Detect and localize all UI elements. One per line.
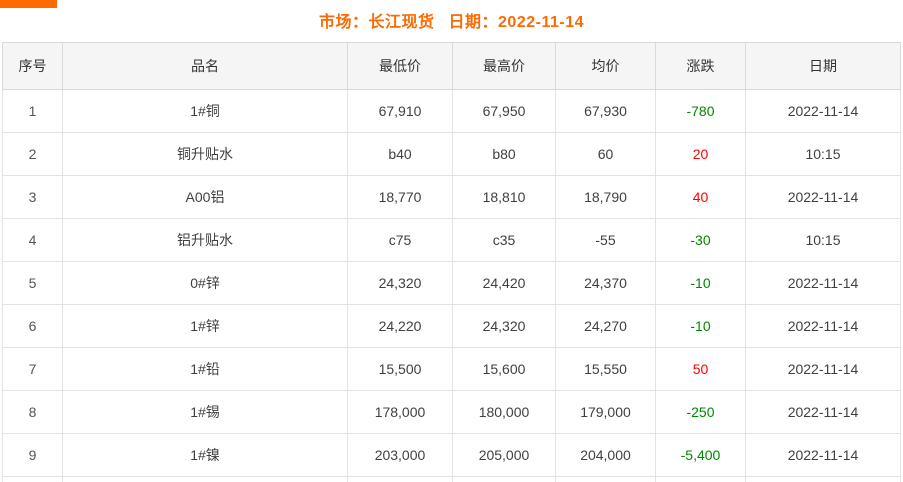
- serial-cell: 1: [2, 89, 63, 133]
- empty-cell: [555, 476, 656, 482]
- table-row: 1 1#铜 67,910 67,950 67,930 -780 2022-11-…: [2, 89, 901, 133]
- table-row: 6 1#锌 24,220 24,320 24,270 -10 2022-11-1…: [2, 304, 901, 348]
- product-name-cell: 1#锡: [62, 390, 348, 434]
- date-cell: 2022-11-14: [745, 261, 901, 305]
- col-header-avg: 均价: [555, 42, 656, 90]
- high-price-cell: 15,600: [452, 347, 556, 391]
- col-header-low: 最低价: [347, 42, 453, 90]
- market-value: 长江现货: [368, 14, 435, 31]
- empty-cell: [2, 476, 63, 482]
- product-name-cell: 1#铅: [62, 347, 348, 391]
- empty-cell: [62, 476, 348, 482]
- date-value: 2022-11-14: [498, 14, 584, 31]
- table-row: 8 1#锡 178,000 180,000 179,000 -250 2022-…: [2, 390, 901, 434]
- empty-cell: [745, 476, 901, 482]
- avg-price-cell: 179,000: [555, 390, 656, 434]
- date-label: 日期：: [448, 14, 499, 31]
- avg-price-cell: 204,000: [555, 433, 656, 477]
- serial-cell: 9: [2, 433, 63, 477]
- table-row: 5 0#锌 24,320 24,420 24,370 -10 2022-11-1…: [2, 261, 901, 305]
- partial-clipped-row: [2, 476, 901, 482]
- serial-cell: 4: [2, 218, 63, 262]
- avg-price-cell: 67,930: [555, 89, 656, 133]
- high-price-cell: 24,320: [452, 304, 556, 348]
- low-price-cell: 24,220: [347, 304, 453, 348]
- high-price-cell: 24,420: [452, 261, 556, 305]
- date-cell: 2022-11-14: [745, 304, 901, 348]
- avg-price-cell: -55: [555, 218, 656, 262]
- empty-cell: [655, 476, 746, 482]
- table-row: 2 铜升贴水 b40 b80 60 20 10:15: [2, 132, 901, 176]
- product-name-cell: 铜升贴水: [62, 132, 348, 176]
- low-price-cell: 18,770: [347, 175, 453, 219]
- low-price-cell: 15,500: [347, 347, 453, 391]
- col-header-name: 品名: [62, 42, 348, 90]
- change-cell: -5,400: [655, 433, 746, 477]
- low-price-cell: 67,910: [347, 89, 453, 133]
- col-header-date: 日期: [745, 42, 901, 90]
- product-name-cell: 1#镍: [62, 433, 348, 477]
- high-price-cell: 205,000: [452, 433, 556, 477]
- col-header-change: 涨跌: [655, 42, 746, 90]
- serial-cell: 8: [2, 390, 63, 434]
- avg-price-cell: 60: [555, 132, 656, 176]
- table-header-row: 序号 品名 最低价 最高价 均价 涨跌 日期: [2, 42, 901, 90]
- page-title: 市场：长江现货 日期：2022-11-14: [0, 0, 903, 42]
- high-price-cell: c35: [452, 218, 556, 262]
- change-cell: -780: [655, 89, 746, 133]
- date-cell: 2022-11-14: [745, 433, 901, 477]
- date-cell: 10:15: [745, 132, 901, 176]
- table-row: 9 1#镍 203,000 205,000 204,000 -5,400 202…: [2, 433, 901, 477]
- date-cell: 2022-11-14: [745, 390, 901, 434]
- empty-cell: [347, 476, 453, 482]
- high-price-cell: 180,000: [452, 390, 556, 434]
- change-cell: -10: [655, 261, 746, 305]
- col-header-serial: 序号: [2, 42, 63, 90]
- date-cell: 10:15: [745, 218, 901, 262]
- change-cell: -30: [655, 218, 746, 262]
- serial-cell: 5: [2, 261, 63, 305]
- avg-price-cell: 15,550: [555, 347, 656, 391]
- low-price-cell: c75: [347, 218, 453, 262]
- change-cell: 40: [655, 175, 746, 219]
- table-row: 7 1#铅 15,500 15,600 15,550 50 2022-11-14: [2, 347, 901, 391]
- market-label: 市场：: [318, 14, 369, 31]
- product-name-cell: 铝升贴水: [62, 218, 348, 262]
- avg-price-cell: 18,790: [555, 175, 656, 219]
- serial-cell: 7: [2, 347, 63, 391]
- product-name-cell: 1#铜: [62, 89, 348, 133]
- change-cell: 20: [655, 132, 746, 176]
- date-cell: 2022-11-14: [745, 175, 901, 219]
- serial-cell: 6: [2, 304, 63, 348]
- serial-cell: 3: [2, 175, 63, 219]
- low-price-cell: b40: [347, 132, 453, 176]
- product-name-cell: A00铝: [62, 175, 348, 219]
- price-table: 序号 品名 最低价 最高价 均价 涨跌 日期 1 1#铜 67,910 67,9…: [2, 42, 901, 482]
- high-price-cell: b80: [452, 132, 556, 176]
- low-price-cell: 178,000: [347, 390, 453, 434]
- avg-price-cell: 24,270: [555, 304, 656, 348]
- date-cell: 2022-11-14: [745, 347, 901, 391]
- low-price-cell: 24,320: [347, 261, 453, 305]
- change-cell: -250: [655, 390, 746, 434]
- product-name-cell: 0#锌: [62, 261, 348, 305]
- avg-price-cell: 24,370: [555, 261, 656, 305]
- top-left-accent-bar: [0, 0, 57, 8]
- low-price-cell: 203,000: [347, 433, 453, 477]
- col-header-high: 最高价: [452, 42, 556, 90]
- table-row: 4 铝升贴水 c75 c35 -55 -30 10:15: [2, 218, 901, 262]
- product-name-cell: 1#锌: [62, 304, 348, 348]
- date-cell: 2022-11-14: [745, 89, 901, 133]
- change-cell: 50: [655, 347, 746, 391]
- high-price-cell: 67,950: [452, 89, 556, 133]
- change-cell: -10: [655, 304, 746, 348]
- high-price-cell: 18,810: [452, 175, 556, 219]
- serial-cell: 2: [2, 132, 63, 176]
- empty-cell: [452, 476, 556, 482]
- table-row: 3 A00铝 18,770 18,810 18,790 40 2022-11-1…: [2, 175, 901, 219]
